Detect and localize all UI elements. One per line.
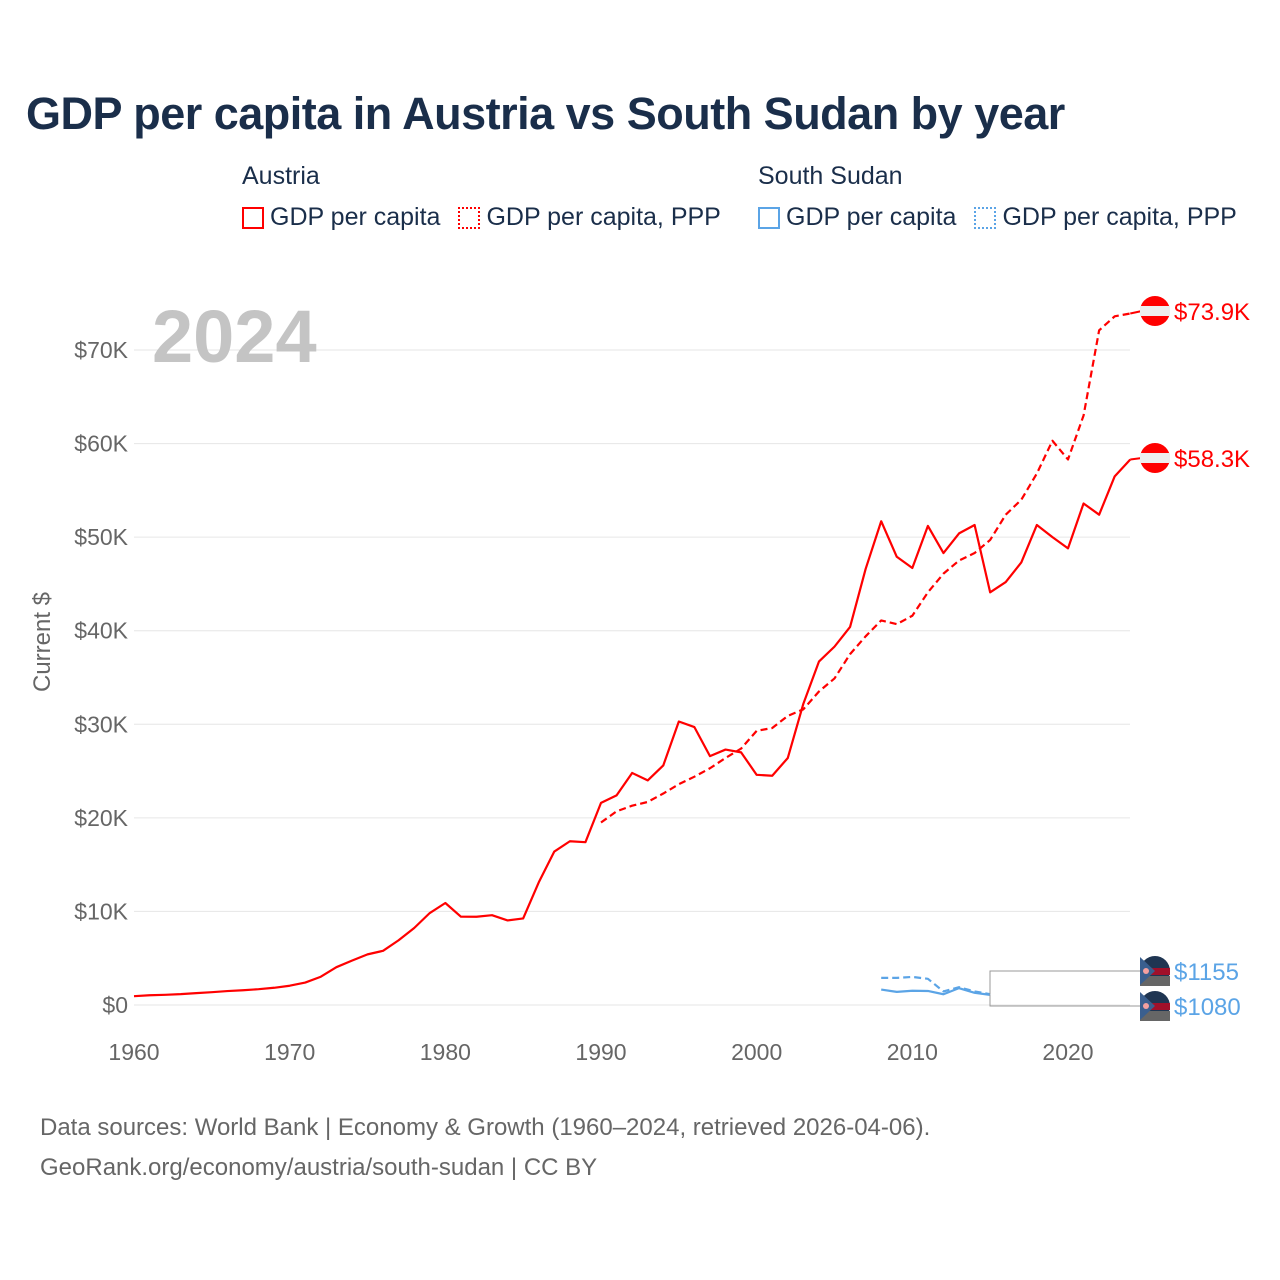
label-connector <box>989 994 1140 1007</box>
end-value-label: $58.3K <box>1174 446 1250 473</box>
x-tick-label: 2010 <box>887 1039 938 1065</box>
legend-label: GDP per capita, PPP <box>1002 203 1237 231</box>
x-tick-label: 1970 <box>264 1039 315 1065</box>
x-tick-label: 2000 <box>731 1039 782 1065</box>
y-tick-label: $40K <box>74 618 128 644</box>
legend-label: GDP per capita <box>786 203 957 231</box>
end-value-label: $73.9K <box>1174 299 1250 326</box>
label-connector <box>989 970 1140 995</box>
legend-group-austria: Austria GDP per capita GDP per capita, P… <box>242 162 721 232</box>
y-tick-label: $0 <box>102 992 128 1018</box>
series-line <box>133 458 1132 998</box>
x-tick-label: 1960 <box>108 1039 159 1065</box>
austria-flag-icon <box>1140 443 1170 473</box>
legend-item-ssd-gdp[interactable]: GDP per capita <box>758 203 956 232</box>
y-tick-label: $60K <box>74 431 128 457</box>
south-sudan-flag-icon <box>1140 956 1170 986</box>
end-value-label: $1080 <box>1174 994 1241 1021</box>
x-tick-label: 1980 <box>420 1039 471 1065</box>
chart-title: GDP per capita in Austria vs South Sudan… <box>26 88 1065 139</box>
footer: Data sources: World Bank | Economy & Gro… <box>40 1108 930 1188</box>
y-tick-label: $20K <box>74 805 128 831</box>
footer-sources: Data sources: World Bank | Economy & Gro… <box>40 1114 931 1141</box>
legend-label: GDP per capita <box>270 203 441 231</box>
x-tick-label: 1990 <box>575 1039 626 1065</box>
legend-label: GDP per capita, PPP <box>486 203 721 231</box>
legend-item-ssd-ppp[interactable]: GDP per capita, PPP <box>974 203 1237 232</box>
legend-group-title: South Sudan <box>758 162 903 190</box>
x-tick-label: 2020 <box>1042 1039 1093 1065</box>
y-tick-label: $30K <box>74 711 128 737</box>
legend-swatch <box>458 206 481 229</box>
series-line <box>881 987 991 996</box>
y-tick-label: $10K <box>74 898 128 924</box>
series-line <box>600 312 1131 824</box>
legend-swatch <box>974 206 997 229</box>
legend-group-south-sudan: South Sudan GDP per capita GDP per capit… <box>758 162 1237 232</box>
end-value-label: $1155 <box>1174 959 1239 986</box>
legend-group-title: Austria <box>242 162 320 190</box>
footer-link[interactable]: GeoRank.org/economy/austria/south-sudan … <box>40 1154 598 1181</box>
year-watermark: 2024 <box>152 295 317 378</box>
south-sudan-flag-icon <box>1140 991 1170 1021</box>
y-tick-label: $50K <box>74 524 128 550</box>
legend-swatch <box>242 206 264 229</box>
austria-flag-icon <box>1140 296 1170 326</box>
legend-swatch <box>758 206 780 229</box>
series-line <box>881 975 991 996</box>
legend-item-austria-gdp[interactable]: GDP per capita <box>242 203 440 232</box>
y-tick-label: $70K <box>74 337 128 363</box>
y-axis-label: Current $ <box>29 592 56 692</box>
legend-item-austria-ppp[interactable]: GDP per capita, PPP <box>458 203 721 232</box>
